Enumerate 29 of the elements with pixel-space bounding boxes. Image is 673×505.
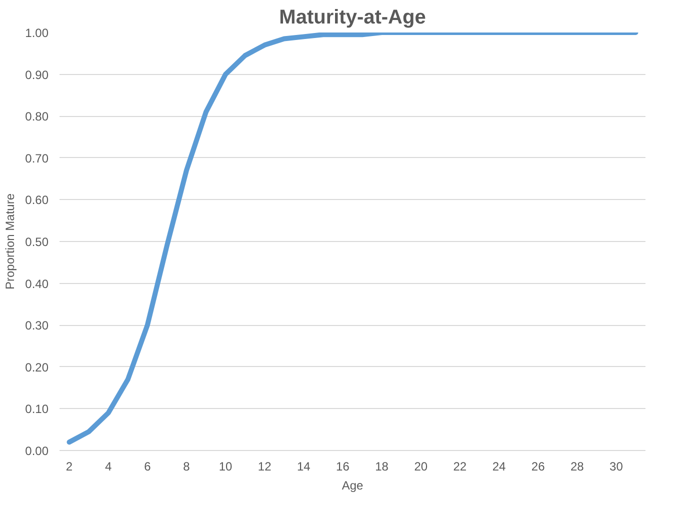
x-tick-label: 16 (336, 460, 350, 474)
x-tick-label: 14 (296, 460, 311, 474)
y-axis-title: Proportion Mature (3, 193, 18, 290)
x-tick-label: 10 (218, 460, 233, 474)
x-tick-label: 20 (414, 460, 428, 474)
x-tick-label: 4 (104, 460, 112, 474)
x-tick-label: 24 (492, 460, 506, 474)
x-tick-label: 28 (570, 460, 584, 474)
x-tick-label: 2 (66, 460, 73, 474)
x-axis-title: Age (342, 478, 364, 492)
y-tick-label: 0.60 (25, 193, 49, 208)
y-tick-label: 0.20 (25, 360, 49, 374)
x-tick-label: 12 (258, 460, 272, 474)
y-tick-label: 0.50 (25, 235, 49, 249)
y-tick-label: 0.70 (25, 151, 49, 166)
x-tick-label: 22 (453, 460, 467, 474)
y-tick-label: 0.10 (25, 402, 49, 416)
y-tick-label: 0.00 (25, 444, 49, 458)
y-tick-label: 0.90 (25, 68, 49, 82)
x-tick-label: 6 (144, 460, 152, 474)
y-tick-label: 1.00 (25, 26, 49, 40)
x-tick-label: 18 (375, 460, 389, 474)
y-tick-label: 0.80 (25, 110, 49, 124)
y-tick-label: 0.30 (25, 318, 49, 333)
chart-title: Maturity-at-Age (279, 6, 426, 28)
x-tick-label: 30 (610, 460, 624, 474)
x-tick-label: 26 (531, 460, 546, 474)
y-tick-label: 0.40 (25, 276, 49, 291)
x-tick-label: 8 (183, 460, 190, 474)
